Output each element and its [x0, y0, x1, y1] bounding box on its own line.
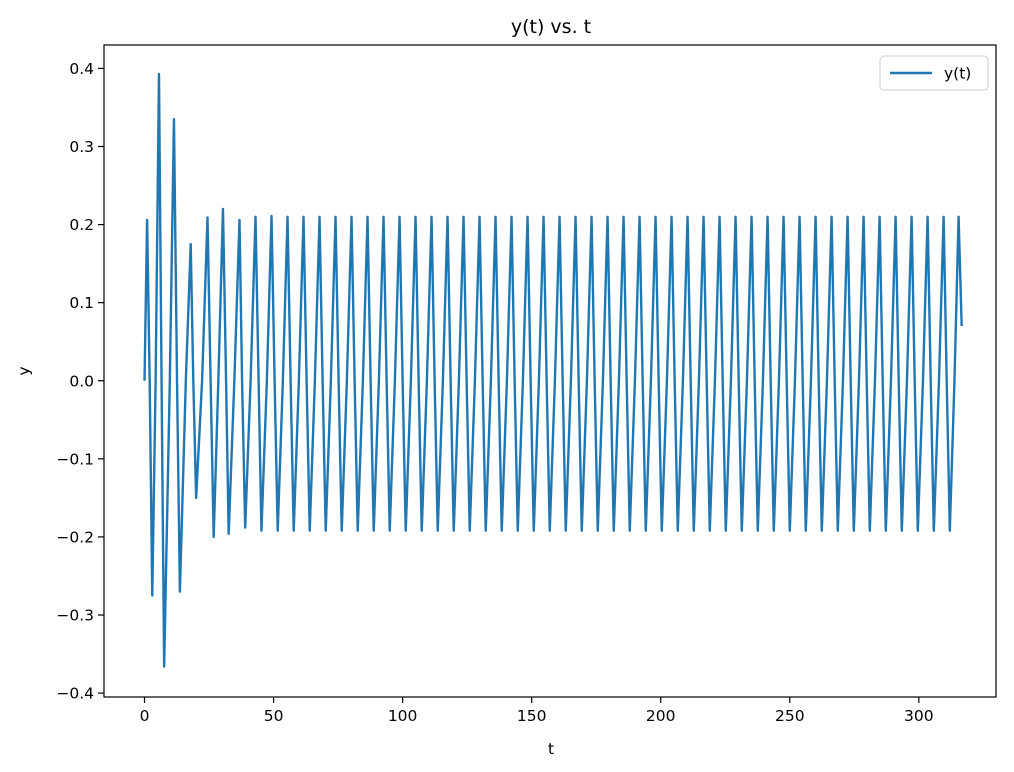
y-tick-label: −0.2	[56, 528, 94, 546]
legend: y(t)	[879, 55, 989, 91]
series-line-y-t	[143, 72, 963, 668]
y-tick-label: 0.1	[69, 294, 94, 312]
x-axis-label: t	[548, 740, 554, 758]
y-tick-label: 0.0	[69, 372, 94, 390]
plot-area	[103, 44, 997, 698]
axes-background	[104, 45, 996, 697]
x-tick-label: 300	[904, 707, 934, 725]
legend-box	[879, 55, 989, 91]
legend-label-y-t: y(t)	[944, 65, 971, 83]
x-tick-label: 250	[775, 707, 805, 725]
x-axis: 0 50 100 150 200 250 300	[140, 697, 934, 725]
y-axis: −0.4 −0.3 −0.2 −0.1 0.0 0.1 0.2 0.3 0.4	[56, 60, 104, 703]
x-tick-label: 100	[388, 707, 418, 725]
x-tick-label: 200	[646, 707, 676, 725]
y-axis-label: y	[15, 366, 33, 375]
y-tick-label: 0.4	[69, 60, 94, 78]
chart-title: y(t) vs. t	[511, 16, 591, 38]
y-tick-label: −0.4	[56, 685, 94, 703]
x-tick-label: 50	[264, 707, 284, 725]
y-tick-label: 0.2	[69, 216, 94, 234]
x-tick-label: 0	[140, 707, 150, 725]
axes-frame	[103, 44, 997, 698]
y-tick-label: 0.3	[69, 138, 94, 156]
x-tick-label: 150	[517, 707, 547, 725]
y-tick-label: −0.3	[56, 607, 94, 625]
y-tick-label: −0.1	[56, 450, 94, 468]
